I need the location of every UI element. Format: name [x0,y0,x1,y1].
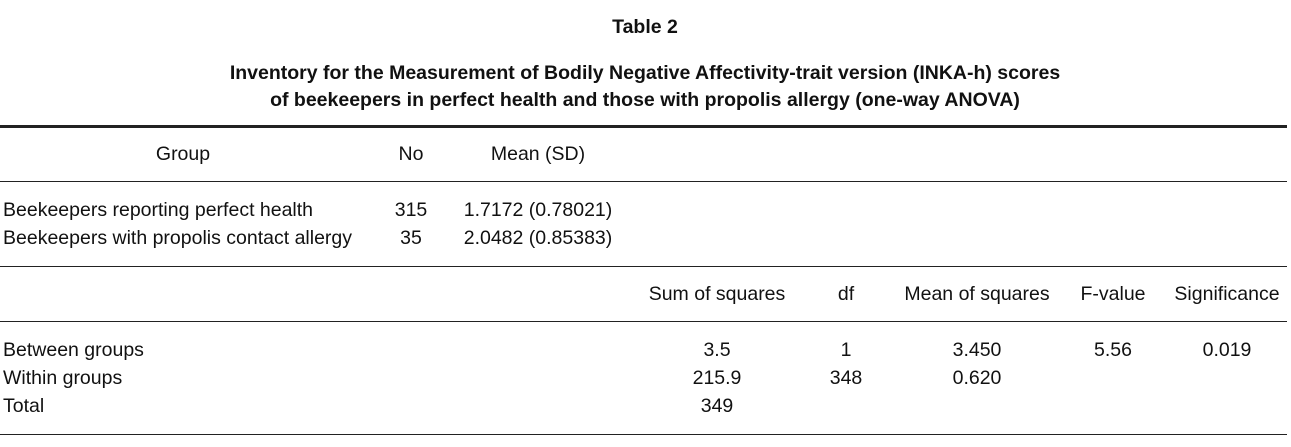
cell: 349 [700,395,734,417]
cell: 5.56 [1094,339,1132,361]
cell: 315 [394,199,428,221]
column-header: Mean of squares [904,283,1050,305]
rule [0,266,1287,267]
rule [0,434,1287,435]
row-label: Beekeepers reporting perfect health [3,199,314,221]
column-header: Sum of squares [648,283,786,305]
table-title: Table 2 [612,16,678,38]
row-label: Beekeepers with propolis contact allergy [3,227,353,249]
caption-line: Inventory for the Measurement of Bodily … [229,62,1061,84]
cell: 1.7172 (0.78021) [463,199,613,221]
cell: 3.450 [952,339,1002,361]
caption-line: of beekeepers in perfect health and thos… [270,89,1020,111]
cell: 0.620 [952,367,1002,389]
column-header: F-value [1080,283,1146,305]
cell: 215.9 [692,367,742,389]
cell: 2.0482 (0.85383) [463,227,613,249]
cell: 1 [840,339,852,361]
column-header: Significance [1174,283,1280,305]
column-header: Mean (SD) [490,143,586,165]
column-header: df [837,283,855,305]
row-label: Total [3,395,45,417]
rule [0,125,1287,128]
cell: 0.019 [1202,339,1252,361]
column-header: Group [155,143,211,165]
row-label: Within groups [3,367,123,389]
cell: 348 [829,367,863,389]
row-label: Between groups [3,339,144,361]
cell: 3.5 [703,339,731,361]
rule [0,321,1287,322]
column-header: No [398,143,424,165]
cell: 35 [400,227,422,249]
rule [0,181,1287,182]
